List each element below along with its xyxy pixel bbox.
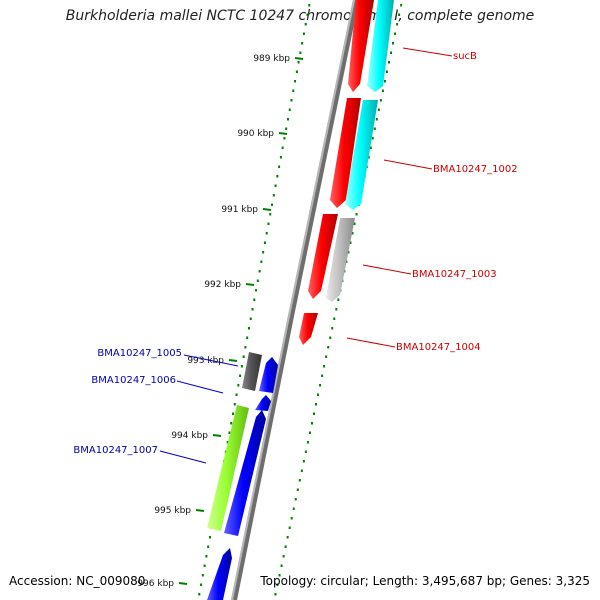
gene-BMA10247_1005[interactable] [242,352,262,391]
tick-label: 995 kbp [154,506,191,516]
tick-mark [262,208,272,211]
map-title: Burkholderia mallei NCTC 10247 chromosom… [65,8,535,24]
tick-mark [245,283,255,286]
tick-label: 994 kbp [171,431,208,441]
tick-mark [212,434,222,437]
gene-gray[interactable] [326,218,355,302]
gene-BMA10247_1004[interactable] [299,313,318,345]
gene-BMA10247_1007[interactable] [207,405,249,531]
tick-label: 996 kbp [137,579,174,589]
forward-strand-genes [299,0,394,345]
tick-label: 990 kbp [237,129,274,139]
summary-text: Topology: circular; Length: 3,495,687 bp… [260,574,590,588]
tick-label: 991 kbp [221,205,258,215]
gene-BMA10247_1003[interactable] [308,214,338,299]
tick-mark [294,57,304,60]
reverse-strand-genes [207,352,278,600]
gene-blue-3[interactable] [207,548,232,600]
gene-sucB[interactable] [348,0,374,92]
gene-cyan-2[interactable] [345,100,378,210]
tick-mark [228,359,238,362]
gene-BMA10247_1006[interactable] [255,395,271,411]
tick-mark [278,132,288,135]
label-BMA10247_1005[interactable]: BMA10247_1005 [97,348,182,359]
label-BMA10247_1004[interactable]: BMA10247_1004 [396,342,481,353]
gene-labels: sucB BMA10247_1002 BMA10247_1003 BMA1024… [73,51,517,456]
tick-label: 992 kbp [204,280,241,290]
label-BMA10247_1007[interactable]: BMA10247_1007 [73,445,158,456]
tick-mark [195,509,205,512]
tick-label: 989 kbp [253,54,290,64]
label-leaders [159,47,453,464]
tick-mark [178,582,188,585]
label-BMA10247_1003[interactable]: BMA10247_1003 [412,269,497,280]
backbone [231,0,359,600]
label-sucB[interactable]: sucB [453,51,477,62]
accession-text: Accession: NC_009080 [9,574,146,588]
label-BMA10247_1006[interactable]: BMA10247_1006 [91,375,176,386]
gene-blue-1[interactable] [259,357,278,393]
gene-cyan-1[interactable] [367,0,394,92]
gene-blue-2[interactable] [224,410,266,536]
label-BMA10247_1002[interactable]: BMA10247_1002 [433,164,518,175]
gene-BMA10247_1002[interactable] [330,98,361,208]
tick-label: 993 kbp [187,356,224,366]
